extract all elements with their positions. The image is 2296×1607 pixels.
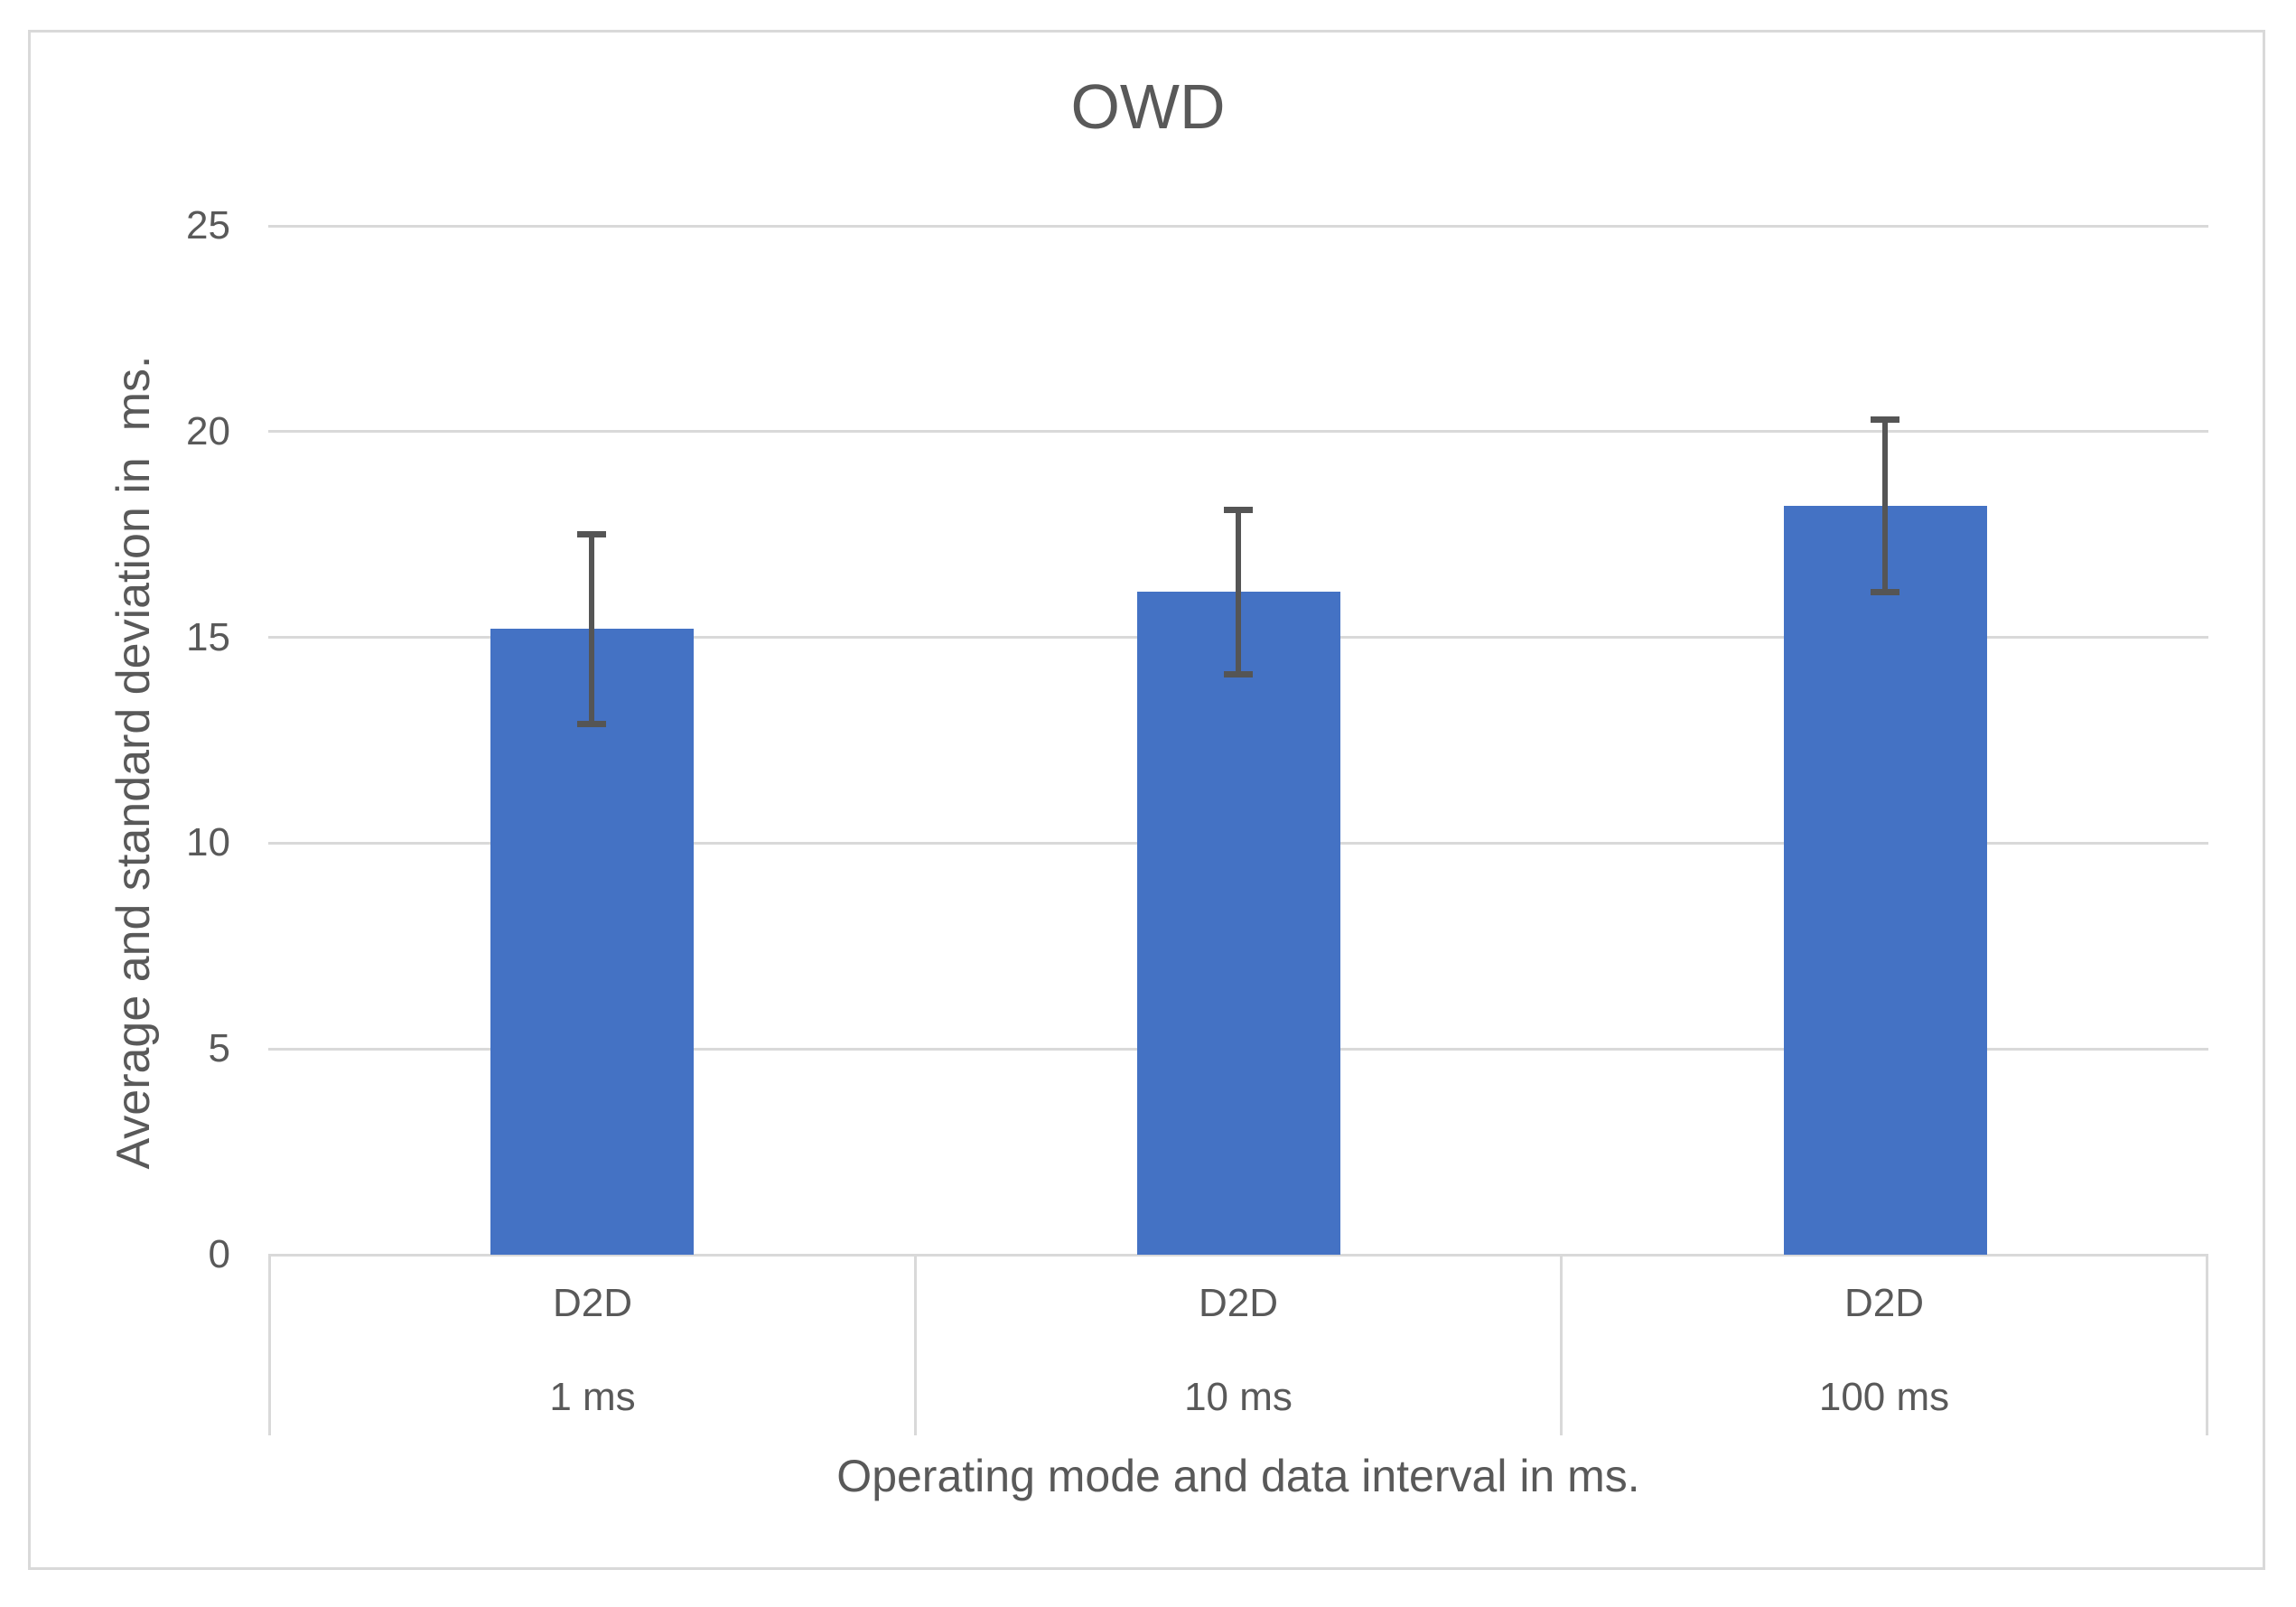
error-bar-line: [1882, 419, 1888, 593]
error-bar-cap-top: [1871, 416, 1899, 423]
category-cell-100ms: D2D 100 ms: [1563, 1255, 2208, 1435]
bar-d2d-100ms: [1783, 505, 1987, 1255]
error-bar-line: [589, 534, 594, 724]
y-tick-label-20: 20: [186, 408, 230, 453]
category-cell-1ms: D2D 1 ms: [271, 1255, 917, 1435]
category-cell-10ms: D2D 10 ms: [917, 1255, 1563, 1435]
gridline-20: [268, 430, 2208, 434]
category-mode-label: D2D: [552, 1281, 633, 1325]
y-tick-label-5: 5: [208, 1026, 230, 1071]
error-bar-cap-bottom: [1224, 671, 1253, 678]
gridline-0: [268, 1253, 2208, 1257]
y-tick-label-15: 15: [186, 614, 230, 659]
error-bar-cap-top: [577, 531, 606, 538]
y-axis-title-text: Average and standard deviation in ms.: [107, 355, 160, 1170]
category-interval-label: 100 ms: [1818, 1375, 1950, 1419]
gridline-25: [268, 224, 2208, 228]
y-tick-label-0: 0: [208, 1232, 230, 1276]
error-bar-cap-bottom: [1871, 588, 1899, 595]
plot-area: [268, 224, 2208, 1257]
category-mode-label: D2D: [1843, 1281, 1925, 1325]
category-axis: D2D 1 ms D2D 10 ms D2D 100 ms: [268, 1255, 2208, 1435]
bar-d2d-10ms: [1136, 592, 1340, 1255]
y-tick-label-10: 10: [186, 820, 230, 865]
bar-d2d-1ms: [490, 629, 694, 1255]
chart-title: OWD: [1070, 71, 1226, 142]
error-bar-line: [1236, 509, 1241, 675]
category-interval-label: 10 ms: [1184, 1375, 1293, 1419]
x-axis-title: Operating mode and data interval in ms.: [836, 1451, 1640, 1501]
error-bar-cap-bottom: [577, 720, 606, 727]
y-tick-label-25: 25: [186, 203, 230, 248]
category-interval-label: 1 ms: [549, 1375, 636, 1419]
error-bar-cap-top: [1224, 506, 1253, 513]
category-mode-label: D2D: [1198, 1281, 1279, 1325]
